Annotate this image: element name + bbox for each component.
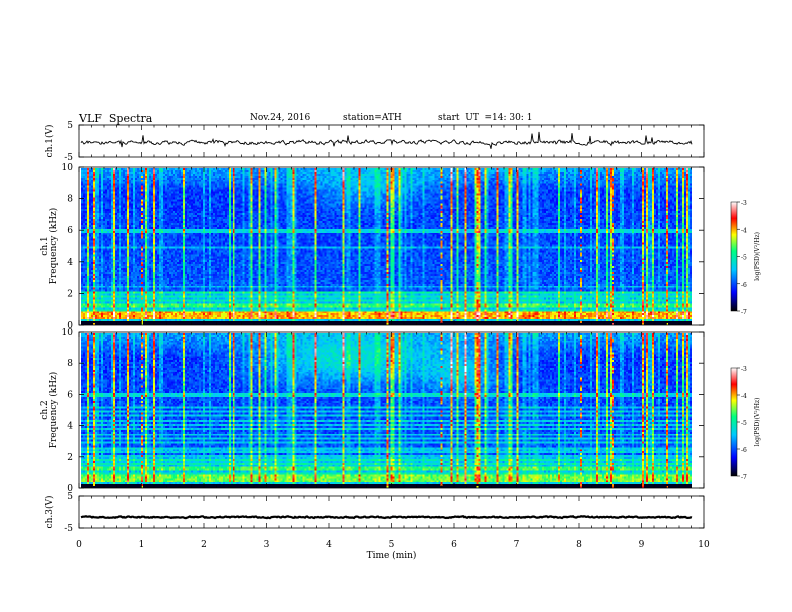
ch2-spec-colorbar-tick-label: -5 — [741, 420, 747, 427]
chart-station: station=ATH — [343, 113, 402, 123]
ch1-spec-ylabel-channel: ch.1 — [40, 236, 50, 255]
chart-start-time: 14: 30: 1 — [492, 113, 533, 123]
ch1-spec-ytick-label: 0 — [67, 321, 73, 331]
ch2-spec-ytick-label: 4 — [67, 422, 73, 432]
ch2-spec-ytick-label: 0 — [67, 484, 73, 494]
ch2-spec-colorbar-label: log(PSD)(V²/Hz) — [754, 398, 761, 447]
x-tick-label: 9 — [639, 540, 645, 550]
x-tick-label: 1 — [139, 540, 145, 550]
ch2-spec-ytick-label: 8 — [67, 359, 73, 369]
x-tick-label: 5 — [389, 540, 395, 550]
ch1-spec-colorbar-tick-label: -5 — [741, 255, 747, 262]
ch1-spec-colorbar — [730, 201, 738, 312]
ch3-ylabel: ch.3(V) — [44, 496, 55, 529]
x-tick-label: 0 — [76, 540, 82, 550]
x-tick-label: 2 — [201, 540, 207, 550]
ch2-spec-colorbar-tick-label: -3 — [741, 366, 747, 373]
ch1-spec-ytick-label: 6 — [67, 226, 73, 236]
ch1-spec-colorbar-label: log(PSD)(V²/Hz) — [754, 232, 761, 281]
ch1-spec-colorbar-tick-label: -4 — [741, 227, 747, 234]
ch1-ytick-label: 5 — [67, 121, 73, 131]
ch2-spec-ylabel-channel: ch.2 — [40, 400, 50, 419]
ch3-waveform — [80, 515, 693, 520]
ch2-spec-colorbar-tick-label: -6 — [741, 447, 747, 454]
ch1-spec-ytick-label: 4 — [67, 258, 73, 268]
x-tick-label: 8 — [576, 540, 582, 550]
x-tick-label: 10 — [698, 540, 710, 550]
x-axis-label: Time (min) — [367, 550, 417, 561]
ch1-spec-spectrogram-image — [81, 168, 692, 325]
ch1-ylabel: ch.1(V) — [44, 125, 55, 158]
ch3-ytick-label: 5 — [67, 492, 73, 502]
ch1-spec-ylabel: Frequency (kHz) — [48, 208, 59, 285]
ch2-spec-ylabel: Frequency (kHz) — [48, 372, 59, 449]
chart-date: Nov.24, 2016 — [250, 113, 311, 123]
x-tick-label: 6 — [451, 540, 457, 550]
ch1-spec-colorbar-tick-label: -3 — [741, 200, 747, 207]
ch1-ytick-label: -5 — [64, 153, 73, 163]
ch2-spec-ytick-label: 10 — [62, 328, 74, 338]
x-tick-label: 4 — [326, 540, 332, 550]
chart-start-label: start UT = — [438, 113, 493, 123]
ch2-spec-ytick-label: 2 — [67, 453, 73, 463]
x-tick-label: 3 — [264, 540, 270, 550]
ch1-spec-ytick-label: 10 — [62, 163, 74, 173]
chart-title: VLF Spectra — [79, 112, 153, 125]
ch2-spec-ytick-label: 6 — [67, 390, 73, 400]
ch1-spec-ytick-label: 2 — [67, 289, 73, 299]
ch1-spec-ytick-label: 8 — [67, 195, 73, 205]
ch2-spec-colorbar-tick-label: -4 — [741, 393, 747, 400]
ch3-ytick-label: -5 — [64, 524, 73, 534]
ch2-spec-colorbar-tick-label: -7 — [741, 474, 747, 481]
ch2-spec-spectrogram-image — [81, 333, 692, 488]
ch1-spec-colorbar-tick-label: -7 — [741, 309, 747, 316]
ch1-waveform — [80, 131, 693, 149]
ch2-spec-colorbar — [730, 367, 738, 477]
x-tick-label: 7 — [514, 540, 520, 550]
ch1-spec-colorbar-tick-label: -6 — [741, 282, 747, 289]
